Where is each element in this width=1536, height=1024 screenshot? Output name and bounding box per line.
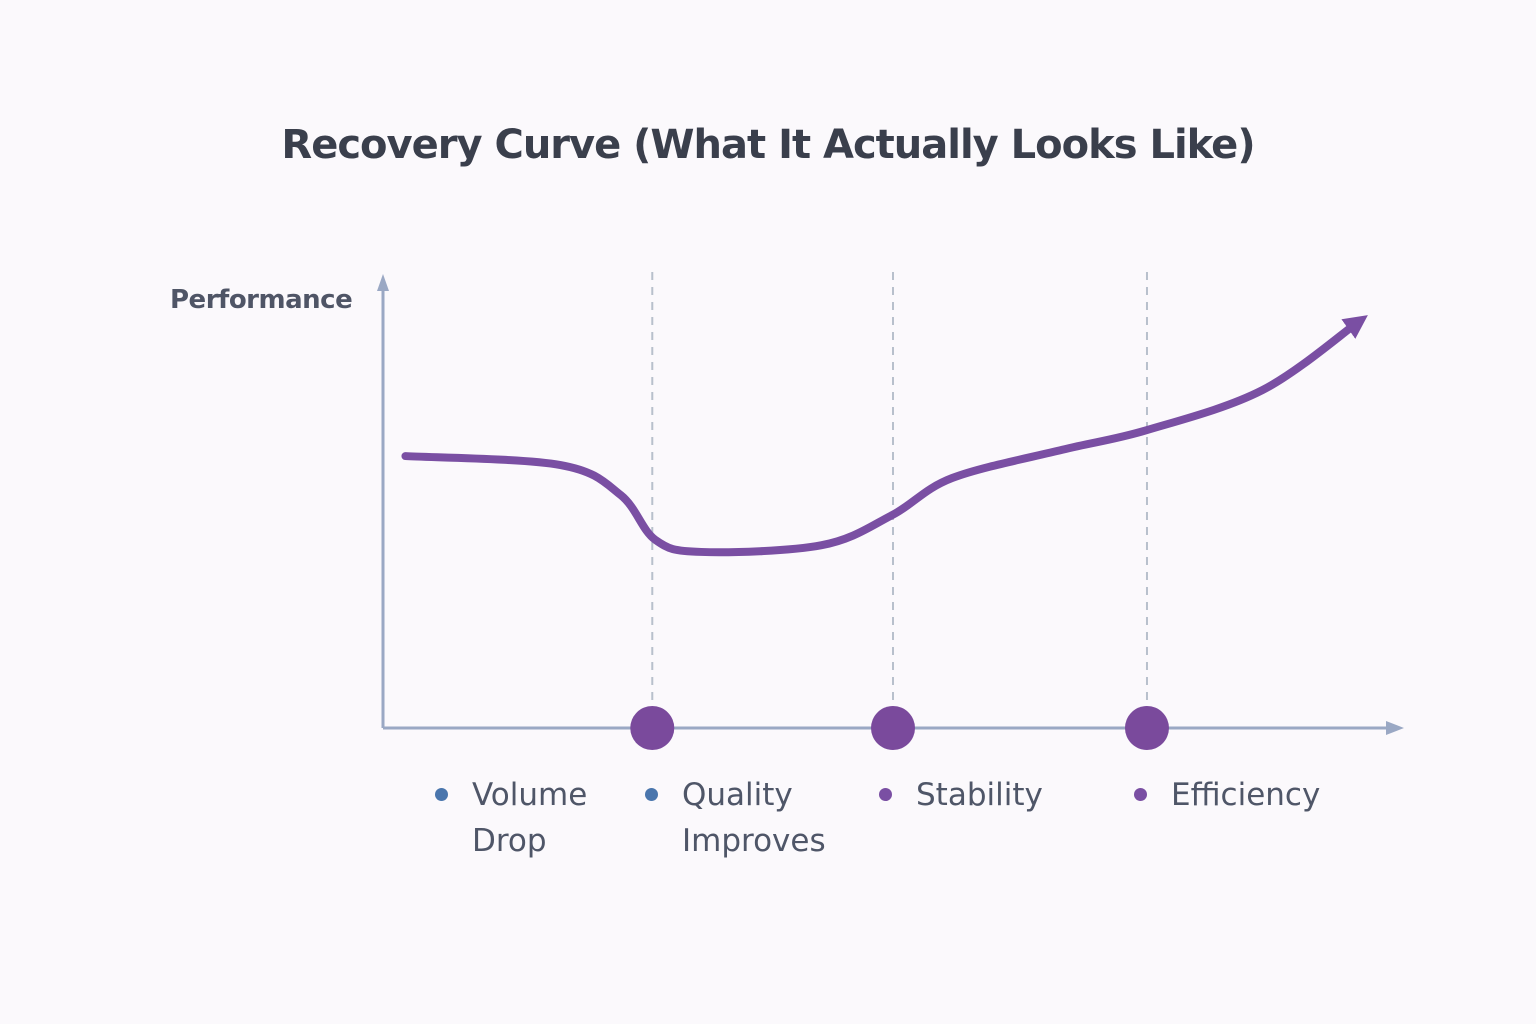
chart-title: Recovery Curve (What It Actually Looks L… [281,122,1255,168]
phase-label-efficiency: Efficiency [1134,772,1320,818]
milestone-marker [871,706,915,750]
phase-label-stability: Stability [879,772,1043,818]
milestone-marker [630,706,675,750]
phase-label-volume-drop: Volume Drop [435,772,587,864]
y-axis-arrow-icon [377,274,389,291]
bullet-icon [879,788,892,801]
performance-curve [401,315,1368,557]
milestone-marker [1124,706,1169,750]
bullet-icon [435,788,448,801]
x-axis-arrow-icon [1386,721,1404,735]
bullet-icon [645,788,658,801]
phase-label-quality-improves: Quality Improves [645,772,826,864]
bullet-icon [1134,788,1147,801]
y-axis-label: Performance [170,285,353,315]
